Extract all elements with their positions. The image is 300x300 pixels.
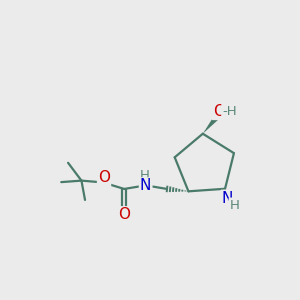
Polygon shape	[203, 113, 221, 134]
Text: -H: -H	[222, 105, 237, 118]
Text: N: N	[222, 191, 233, 206]
Text: N: N	[140, 178, 151, 194]
Text: H: H	[230, 199, 239, 212]
Text: H: H	[140, 169, 149, 182]
Text: O: O	[213, 104, 225, 119]
Text: O: O	[98, 170, 110, 185]
Text: O: O	[118, 207, 130, 222]
